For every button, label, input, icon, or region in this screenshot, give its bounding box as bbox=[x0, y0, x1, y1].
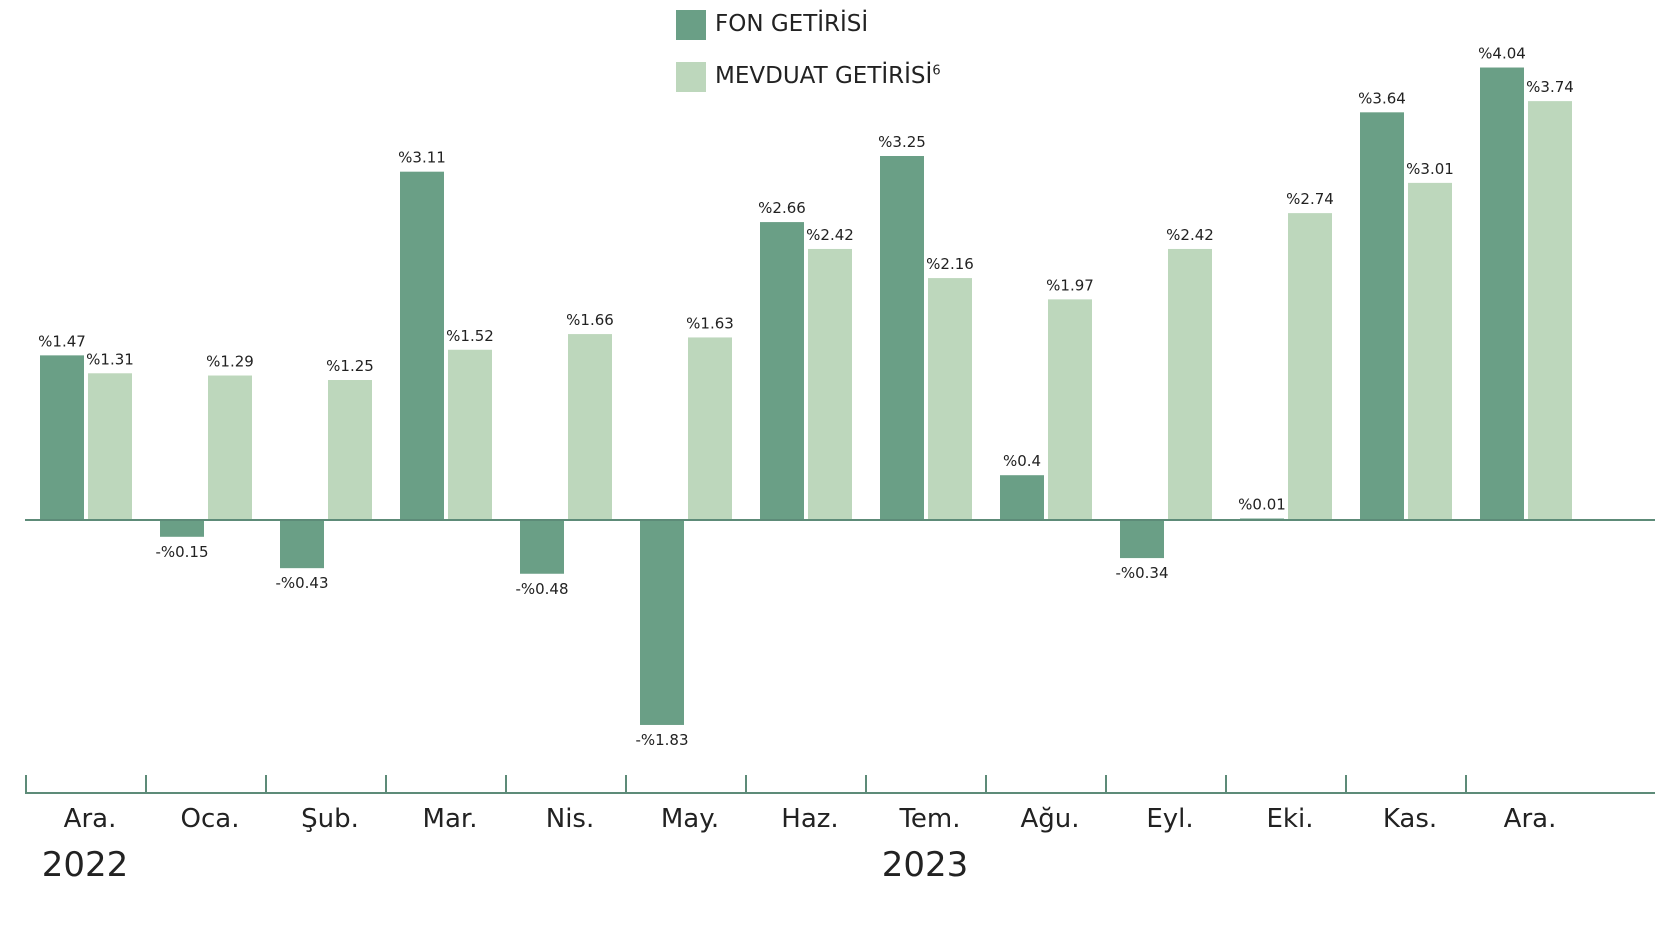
bar-label-mevduat-0: %1.31 bbox=[86, 350, 134, 368]
x-tick-label-6: Haz. bbox=[781, 804, 838, 834]
bar-mevduat-2 bbox=[328, 380, 372, 520]
bar-fon-6 bbox=[760, 222, 804, 520]
bar-label-fon-7: %3.25 bbox=[878, 133, 926, 151]
x-axis: Ara. Oca. Şub. Mar. Nis. May. Haz. Tem. Ağu. Eyl.… bbox=[25, 775, 1655, 885]
x-tick-label-9: Eyl. bbox=[1146, 804, 1193, 834]
bar-label-mevduat-2: %1.25 bbox=[326, 357, 374, 375]
x-tick-label-0: Ara. bbox=[64, 804, 117, 834]
bar-label-mevduat-4: %1.66 bbox=[566, 311, 614, 329]
bar-fon-1 bbox=[160, 520, 204, 537]
bar-label-mevduat-3: %1.52 bbox=[446, 327, 494, 345]
bar-fon-11 bbox=[1360, 112, 1404, 520]
bar-mevduat-8 bbox=[1048, 299, 1092, 520]
bar-mevduat-0 bbox=[88, 373, 132, 520]
bar-fon-12 bbox=[1480, 67, 1524, 521]
bar-label-mevduat-9: %2.42 bbox=[1166, 226, 1214, 244]
x-tick-label-3: Mar. bbox=[423, 804, 478, 834]
x-tick-label-4: Nis. bbox=[546, 804, 594, 834]
bar-mevduat-5 bbox=[688, 337, 732, 520]
bar-label-fon-10: %0.01 bbox=[1238, 496, 1286, 514]
bar-label-fon-8: %0.4 bbox=[1003, 452, 1041, 470]
bar-mevduat-3 bbox=[448, 349, 492, 520]
legend-label-fon: FON GETİRİSİ bbox=[715, 11, 869, 37]
legend-footnote-marker: 6 bbox=[932, 63, 941, 79]
bar-label-mevduat-1: %1.29 bbox=[206, 353, 254, 371]
legend-label-mevduat: MEVDUAT GETİRİSİ6 bbox=[715, 63, 941, 89]
x-tick-label-1: Oca. bbox=[181, 804, 240, 834]
bar-label-fon-1: -%0.15 bbox=[155, 543, 208, 561]
x-tick-label-10: Eki. bbox=[1267, 804, 1314, 834]
bar-label-fon-9: -%0.34 bbox=[1115, 564, 1168, 582]
legend-swatch-mevduat bbox=[676, 62, 706, 92]
bar-fon-5 bbox=[640, 520, 684, 725]
bar-label-fon-4: -%0.48 bbox=[515, 580, 568, 598]
bar-mevduat-10 bbox=[1288, 213, 1332, 520]
bar-label-fon-3: %3.11 bbox=[398, 149, 446, 167]
year-label-2022: 2022 bbox=[42, 845, 129, 885]
bar-label-mevduat-11: %3.01 bbox=[1406, 160, 1454, 178]
bar-label-fon-11: %3.64 bbox=[1358, 89, 1406, 107]
bar-label-mevduat-12: %3.74 bbox=[1526, 78, 1574, 96]
bar-label-fon-6: %2.66 bbox=[758, 199, 806, 217]
bar-mevduat-4 bbox=[568, 334, 612, 520]
bar-label-fon-5: -%1.83 bbox=[635, 731, 688, 749]
bar-fon-4 bbox=[520, 520, 564, 574]
bar-labels-group: %1.47 -%0.15 -%0.43 %3.11 -%0.48 -%1.83 %2.66%… bbox=[38, 45, 1574, 749]
bar-label-mevduat-6: %2.42 bbox=[806, 226, 854, 244]
bar-fon-0 bbox=[40, 355, 84, 520]
bar-label-mevduat-8: %1.97 bbox=[1046, 276, 1094, 294]
x-tick-label-8: Ağu. bbox=[1020, 804, 1079, 834]
bar-label-mevduat-10: %2.74 bbox=[1286, 190, 1334, 208]
year-label-2023: 2023 bbox=[882, 845, 969, 885]
bar-label-mevduat-7: %2.16 bbox=[926, 255, 974, 273]
bar-label-fon-0: %1.47 bbox=[38, 332, 86, 350]
bar-fon-9 bbox=[1120, 520, 1164, 559]
bar-label-fon-2: -%0.43 bbox=[275, 574, 328, 592]
bar-fon-8 bbox=[1000, 475, 1044, 520]
x-tick-label-5: May. bbox=[661, 804, 719, 834]
bars-group bbox=[40, 67, 1572, 725]
x-tick-label-7: Tem. bbox=[898, 804, 960, 834]
bar-label-mevduat-5: %1.63 bbox=[686, 314, 734, 332]
bar-fon-3 bbox=[400, 171, 444, 520]
bar-mevduat-1 bbox=[208, 375, 252, 520]
bar-fon-2 bbox=[280, 520, 324, 569]
bar-mevduat-6 bbox=[808, 248, 852, 520]
legend-swatch-fon bbox=[676, 10, 706, 40]
x-tick-label-12: Ara. bbox=[1504, 804, 1557, 834]
bar-mevduat-11 bbox=[1408, 182, 1452, 520]
bar-mevduat-7 bbox=[928, 278, 972, 520]
bar-fon-7 bbox=[880, 156, 924, 520]
bar-label-fon-12: %4.04 bbox=[1478, 45, 1526, 63]
bar-mevduat-12 bbox=[1528, 101, 1572, 521]
x-tick-label-11: Kas. bbox=[1383, 804, 1437, 834]
bar-mevduat-9 bbox=[1168, 248, 1212, 520]
x-tick-label-2: Şub. bbox=[301, 804, 359, 834]
